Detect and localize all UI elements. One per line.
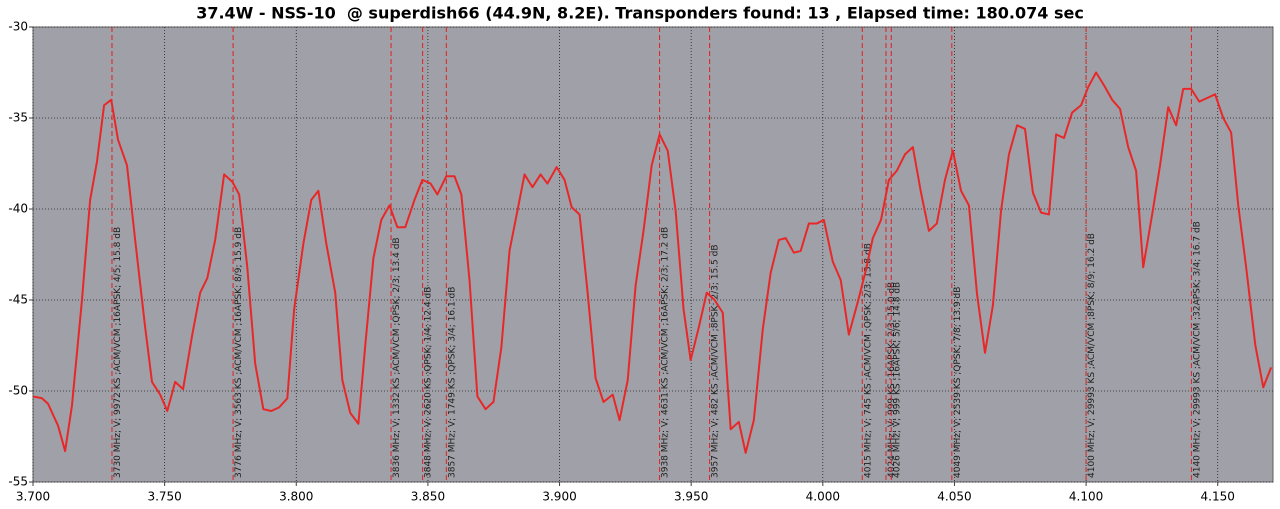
transponder-label: 4049 MHz; V; 2539 KS ;QPSK; 7/8; 13.9 dB: [953, 287, 963, 478]
transponder-label: 4140 MHz; V; 29993 KS ;ACM/VCM ;32APSK; …: [1192, 221, 1202, 478]
x-tick-label: 4.150: [1201, 490, 1235, 504]
transponder-label: 3938 MHz; V; 4631 KS ;ACM/VCM ;16APSK; 2…: [661, 227, 671, 478]
transponder-label: 4015 MHz; V; 745 KS ;ACM/VCM ;QPSK; 2/3;…: [863, 243, 873, 478]
spectrum-line: [32, 71, 1273, 454]
transponder-label: 4100 MHz; V; 29993 KS ;ACM/VCM ;8PSK; 8/…: [1087, 233, 1097, 478]
transponder-label: 3857 MHz; V; 1749 KS ;QPSK; 3/4; 16.1 dB: [447, 287, 457, 478]
transponder-label: 3836 MHz; V; 1332 KS ;ACM/VCM ;QPSK; 2/3…: [392, 237, 402, 478]
y-tick-label: -35: [8, 111, 28, 125]
y-tick-label: -40: [8, 202, 28, 216]
transponder-label: 4026 MHz; V; 999 KS ;16APSK; 5/6; 14.8 d…: [892, 282, 902, 478]
chart-title: 37.4W - NSS-10 @ superdish66 (44.9N, 8.2…: [196, 4, 1084, 23]
y-tick-label: -50: [8, 384, 28, 398]
x-tick-label: 4.050: [937, 490, 971, 504]
x-tick-label: 3.700: [16, 490, 50, 504]
x-tick-label: 3.900: [542, 490, 576, 504]
transponder-label: 3848 MHz; V; 2620 KS ;QPSK; 1/4; 12.4 dB: [424, 287, 434, 478]
x-tick-label: 3.950: [674, 490, 708, 504]
x-tick-label: 3.800: [279, 490, 313, 504]
x-tick-label: 4.000: [806, 490, 840, 504]
plot-area: [32, 26, 1274, 483]
transponder-label: 3730 MHz; V; 9972 KS ;ACM/VCM ;16APSK; 4…: [113, 227, 123, 478]
transponder-label: 3776 MHz; V; 3563 KS ;ACM/VCM ;16APSK; 8…: [234, 227, 244, 478]
transponder-label: 3957 MHz; V; 482 KS ;ACM/VCM ;8PSK; 2/3;…: [711, 244, 721, 478]
y-tick-label: -30: [8, 20, 28, 34]
x-tick-label: 4.100: [1069, 490, 1103, 504]
y-tick-label: -55: [8, 475, 28, 489]
y-tick-label: -45: [8, 293, 28, 307]
transponder-label: 4024 MHz; V; 999 KS ;16APSK; 2/3; 15.0 d…: [887, 282, 897, 478]
x-tick-label: 3.750: [147, 490, 181, 504]
x-tick-label: 3.850: [411, 490, 445, 504]
